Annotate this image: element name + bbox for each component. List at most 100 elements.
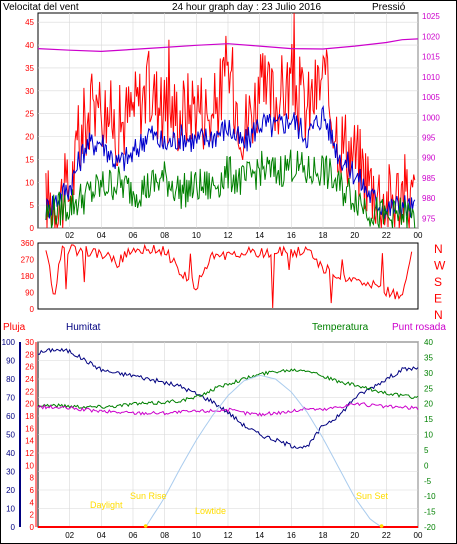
direction-tick-label: 90 — [25, 289, 34, 298]
rain-tick-label: 10 — [25, 461, 34, 470]
x-tick-label: 16 — [287, 531, 296, 540]
temperature-tick-label: 30 — [424, 369, 433, 378]
pressure-label: Pressió — [372, 2, 406, 13]
rain-tick-label: 30 — [25, 338, 34, 347]
x-tick-label: 14 — [255, 531, 264, 540]
direction-compass-label: N — [434, 308, 443, 322]
wind-tick-label: 45 — [25, 18, 34, 27]
pressure-tick-label: 1025 — [422, 12, 440, 21]
x-tick-label: 08 — [160, 231, 169, 240]
humidity-tick-label: 50 — [6, 431, 15, 440]
wind-tick-label: 10 — [25, 178, 34, 187]
temperature-tick-label: 20 — [424, 400, 433, 409]
wind-tick-label: 35 — [25, 64, 34, 73]
direction-compass-label: N — [434, 242, 443, 256]
x-tick-label: 00 — [414, 531, 423, 540]
temperature-tick-label: -15 — [424, 508, 436, 517]
sunrise-marker — [143, 524, 148, 528]
humidity-line — [38, 347, 419, 449]
direction-tick-label: 270 — [21, 256, 35, 265]
direction-series — [45, 243, 413, 309]
direction-compass-label: W — [434, 259, 446, 273]
wind-tick-label: 40 — [25, 41, 34, 50]
wind-series-low — [45, 149, 416, 229]
x-tick-label: 14 — [255, 231, 264, 240]
wind-tick-label: 5 — [30, 201, 35, 210]
x-tick-label: 22 — [382, 231, 391, 240]
sun-event-daylight: Daylight — [90, 500, 123, 510]
rain-tick-label: 24 — [25, 375, 34, 384]
humidity-tick-label: 80 — [6, 375, 15, 384]
wind-series — [37, 12, 419, 229]
sun-event-sunset: Sun Set — [356, 491, 389, 501]
x-tick-label: 12 — [224, 531, 233, 540]
humidity-tick-label: 20 — [6, 486, 15, 495]
sun-elevation-curve — [145, 374, 382, 528]
direction-compass-label: E — [434, 292, 442, 306]
x-tick-label: 06 — [129, 231, 138, 240]
pressure-tick-label: 975 — [422, 214, 436, 223]
wind-series-gust — [45, 12, 416, 229]
rain-tick-label: 0 — [30, 523, 35, 532]
temperature-tick-label: -10 — [424, 492, 436, 501]
direction-tick-label: 360 — [21, 239, 35, 248]
sunset-marker — [379, 524, 384, 528]
x-tick-label: 10 — [192, 231, 201, 240]
humidity-tick-label: 30 — [6, 468, 15, 477]
humidity-tick-label: 40 — [6, 449, 15, 458]
pressure-tick-label: 1000 — [422, 113, 440, 122]
x-tick-label: 18 — [319, 531, 328, 540]
x-tick-label: 18 — [319, 231, 328, 240]
x-tick-label: 16 — [287, 231, 296, 240]
temperature-tick-label: 10 — [424, 431, 433, 440]
temperature-tick-label: 40 — [424, 338, 433, 347]
x-tick-label: 20 — [350, 231, 359, 240]
sun-event-lowtide: Lowtide — [195, 506, 226, 516]
x-tick-label: 04 — [97, 531, 106, 540]
rain-tick-label: 14 — [25, 437, 34, 446]
direction-tick-label: 180 — [21, 272, 35, 281]
temp-axes: 0102030405060708090100024681012141618202… — [2, 338, 436, 540]
rain-tick-label: 8 — [30, 474, 35, 483]
temperature-tick-label: 0 — [424, 461, 429, 470]
rain-tick-label: 22 — [25, 387, 34, 396]
humidity-tick-label: 0 — [11, 523, 16, 532]
wind-series-average — [45, 105, 416, 221]
x-tick-label: 10 — [192, 531, 201, 540]
wind-tick-label: 20 — [25, 133, 34, 142]
pressure-tick-label: 990 — [422, 154, 436, 163]
temperature-tick-label: -5 — [424, 477, 432, 486]
rain-tick-label: 4 — [30, 498, 35, 507]
sun-event-sunrise: Sun Rise — [130, 491, 167, 501]
pressure-tick-label: 995 — [422, 133, 436, 142]
x-tick-label: 00 — [414, 231, 423, 240]
wind-axes: 0510152025303540459759809859909951000100… — [25, 12, 440, 240]
wind-tick-label: 30 — [25, 87, 34, 96]
wind-tick-label: 15 — [25, 155, 34, 164]
rain-tick-label: 6 — [30, 486, 35, 495]
humidity-tick-label: 60 — [6, 412, 15, 421]
humidity-label: Humitat — [66, 322, 101, 333]
dewpoint-line — [37, 402, 419, 417]
rain-tick-label: 12 — [25, 449, 34, 458]
dewpoint-label: Punt rosada — [392, 322, 446, 333]
pressure-tick-label: 1010 — [422, 73, 440, 82]
direction-compass-label: S — [434, 275, 442, 289]
rain-tick-label: 28 — [25, 350, 34, 359]
graph-title: 24 hour graph day : 23 Julio 2016 — [172, 2, 321, 13]
direction-plot-area — [37, 242, 419, 310]
pressure-line — [37, 38, 419, 53]
x-tick-label: 20 — [350, 531, 359, 540]
x-tick-label: 08 — [160, 531, 169, 540]
x-tick-label: 02 — [65, 531, 74, 540]
wind-speed-label: Velocitat del vent — [3, 2, 79, 13]
humidity-tick-label: 90 — [6, 357, 15, 366]
temperature-tick-label: 35 — [424, 353, 433, 362]
wind-tick-label: 0 — [30, 224, 35, 233]
temperature-tick-label: -20 — [424, 523, 436, 532]
rain-label: Pluja — [3, 322, 26, 333]
temperature-tick-label: 15 — [424, 415, 433, 424]
rain-tick-label: 2 — [30, 511, 35, 520]
